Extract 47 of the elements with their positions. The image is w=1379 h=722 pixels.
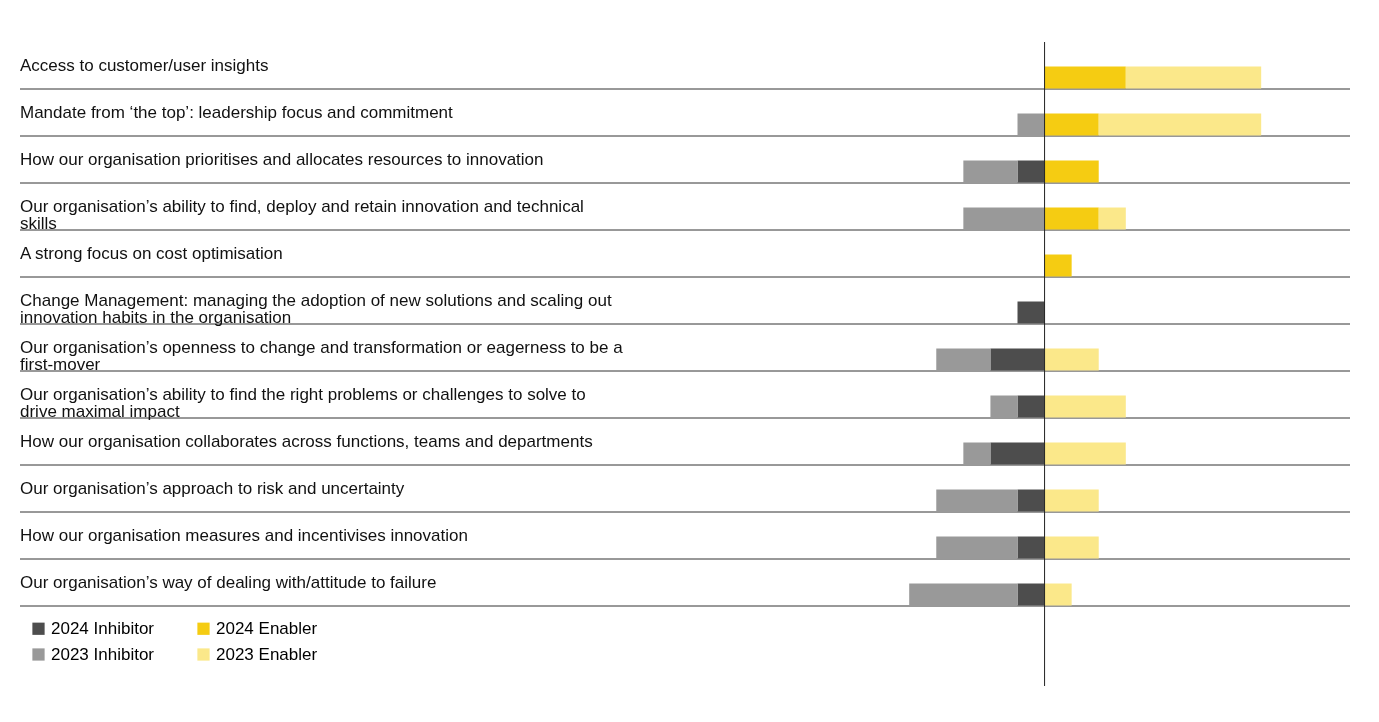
bar bbox=[1017, 160, 1045, 183]
bar bbox=[1017, 113, 1045, 136]
y-tick-label: Mandate from ‘the top’: leadership focus and commitment bbox=[20, 102, 454, 122]
bar bbox=[1098, 207, 1126, 230]
y-tick-label: How our organisation collaborates across functions, teams and departments bbox=[20, 431, 593, 451]
bar bbox=[963, 207, 1045, 230]
bar bbox=[1017, 489, 1045, 512]
y-tick-label: A strong focus on cost optimisation bbox=[20, 243, 283, 263]
bar bbox=[1044, 66, 1126, 89]
bar bbox=[1017, 395, 1045, 418]
bar bbox=[936, 536, 1018, 559]
bar bbox=[1044, 489, 1099, 512]
bar bbox=[1044, 395, 1126, 418]
bar bbox=[1125, 66, 1262, 89]
bar bbox=[936, 348, 991, 371]
bar bbox=[1044, 442, 1126, 465]
bar bbox=[1044, 113, 1099, 136]
bar bbox=[990, 395, 1018, 418]
y-tick-label: Our organisation’s ability to find, deploy and retain innovation and technical skills bbox=[20, 196, 584, 233]
bar bbox=[1044, 583, 1072, 606]
bar bbox=[1044, 160, 1099, 183]
y-tick-label: Our organisation’s ability to find the right problems or challenges to solve to drive maximal impact bbox=[20, 384, 586, 421]
legend-label: 2024 Inhibitor bbox=[51, 618, 155, 638]
legend-label: 2023 Enabler bbox=[216, 644, 318, 664]
y-tick-label: Change Management: managing the adoption of new solutions and scaling out innovation habits in the organisation bbox=[20, 290, 612, 327]
bar bbox=[963, 160, 1018, 183]
bar bbox=[990, 442, 1045, 465]
y-tick-label: Our organisation’s openness to change and transformation or eagerness to be a first-mover bbox=[20, 337, 624, 374]
legend-label: 2023 Inhibitor bbox=[51, 644, 155, 664]
y-tick-label: Access to customer/user insights bbox=[20, 55, 269, 75]
bar bbox=[1098, 113, 1262, 136]
bar bbox=[1044, 348, 1099, 371]
bar bbox=[909, 583, 1018, 606]
legend-label: 2024 Enabler bbox=[216, 618, 318, 638]
y-tick-label: Our organisation’s way of dealing with/attitude to failure bbox=[20, 572, 437, 592]
bar bbox=[936, 489, 1018, 512]
y-tick-label: How our organisation measures and incentivises innovation bbox=[20, 525, 468, 545]
y-tick-label: Our organisation’s approach to risk and uncertainty bbox=[20, 478, 405, 498]
bar bbox=[1017, 301, 1045, 324]
bar bbox=[1017, 583, 1045, 606]
bar bbox=[963, 442, 991, 465]
bar bbox=[1044, 254, 1072, 277]
bar bbox=[990, 348, 1045, 371]
y-tick-label: How our organisation prioritises and allocates resources to innovation bbox=[20, 149, 544, 169]
bar bbox=[1044, 536, 1099, 559]
bar bbox=[1017, 536, 1045, 559]
bar bbox=[1044, 207, 1099, 230]
